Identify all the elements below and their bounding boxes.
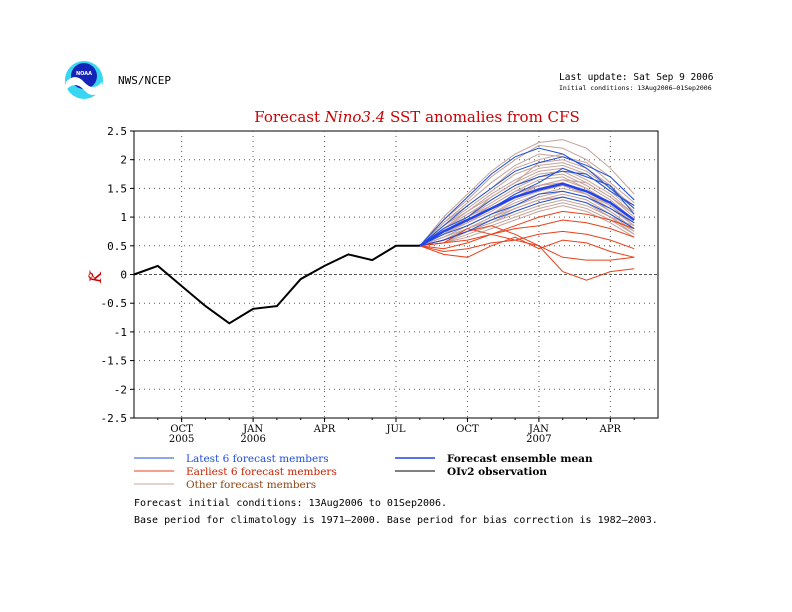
legend: Latest 6 forecast members Forecast ensemb… [134, 453, 593, 491]
y-axis-unit: K [86, 270, 105, 284]
title-part-nino: Nino3.4 [324, 108, 385, 126]
x-tick-label: OCT [170, 424, 193, 435]
earliest-member-line [419, 219, 635, 250]
x-tick-label: OCT [456, 424, 479, 435]
earliest-member-line [419, 210, 635, 247]
agency-label: NWS/NCEP [118, 74, 171, 87]
y-tick-label: -2 [114, 383, 127, 396]
y-tick-label: -1 [114, 326, 127, 339]
initial-conditions: Initial conditions: 13Aug2006–01Sep2006 [559, 84, 712, 92]
legend-label-latest: Latest 6 forecast members [186, 453, 329, 465]
earliest-member-line [419, 230, 635, 253]
other-member-line [419, 202, 635, 247]
other-member-line [419, 162, 635, 247]
latest-member-line [419, 196, 635, 247]
latest-member-line [419, 170, 635, 247]
title-part-3: SST anomalies from CFS [385, 108, 579, 126]
other-member-line [419, 139, 635, 247]
y-tick-label: 0.5 [107, 240, 127, 253]
y-tick-label: 0 [120, 269, 127, 282]
y-tick-label: 2 [120, 154, 127, 167]
other-member-line [419, 153, 635, 247]
x-tick-year-label: 2005 [169, 434, 194, 445]
y-tick-label: -0.5 [101, 297, 128, 310]
legend-label-earliest: Earliest 6 forecast members [186, 466, 337, 478]
y-tick-label: -2.5 [101, 412, 128, 425]
x-tick-year-label: 2007 [526, 434, 551, 445]
observation-line [133, 244, 420, 325]
chart-title: Forecast Nino3.4 SST anomalies from CFS [254, 108, 579, 126]
noaa-logo: NOAA [65, 61, 103, 99]
y-axis-degree: o [88, 271, 94, 281]
last-update: Last update: Sat Sep 9 2006 [559, 72, 714, 83]
x-tick-label: JAN [528, 424, 549, 435]
footer-line-1: Forecast initial conditions: 13Aug2006 t… [134, 498, 447, 509]
legend-label-obs: OIv2 observation [447, 466, 547, 478]
x-tick-label: APR [313, 424, 336, 435]
y-tick-label: 1 [120, 211, 127, 224]
x-tick-label: APR [599, 424, 622, 435]
legend-label-other: Other forecast members [186, 479, 316, 491]
other-member-line [419, 182, 635, 247]
legend-label-mean: Forecast ensemble mean [447, 453, 593, 465]
latest-member-line [419, 190, 635, 247]
title-part-1: Forecast [254, 108, 325, 126]
y-tick-label: 2.5 [107, 125, 127, 138]
other-member-line [419, 196, 635, 247]
y-axis-label: o K [86, 270, 105, 284]
noaa-logo-text: NOAA [76, 71, 92, 77]
y-tick-label: -1.5 [101, 355, 128, 368]
y-tick-label: 1.5 [107, 182, 127, 195]
other-member-line [419, 167, 635, 247]
x-tick-label: JUL [385, 424, 405, 435]
latest-member-line [419, 147, 635, 247]
x-tick-label: JAN [242, 424, 263, 435]
ensemble-mean-line [419, 182, 635, 247]
x-tick-year-label: 2006 [240, 434, 265, 445]
other-member-line [419, 199, 635, 247]
footer-line-2: Base period for climatology is 1971—2000… [134, 515, 658, 526]
other-member-line [419, 173, 635, 247]
latest-member-line [419, 156, 635, 247]
